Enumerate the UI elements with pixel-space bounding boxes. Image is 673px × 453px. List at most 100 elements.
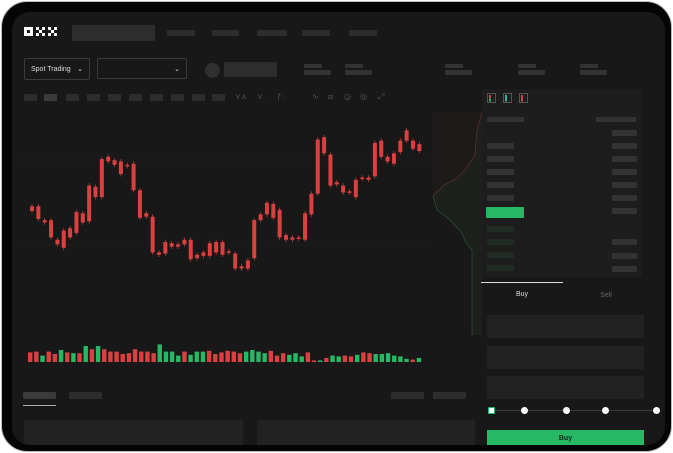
candle [207,243,212,256]
ask-price [487,182,514,188]
ask-amount [612,208,637,214]
nav-item[interactable] [349,30,377,36]
ask-amount [612,143,637,149]
volume-bar [139,351,144,362]
nav-item[interactable] [257,30,287,36]
candle [131,163,136,191]
candle [315,139,320,194]
volume-bar [151,353,156,362]
interval-button[interactable] [87,94,100,101]
candle [233,253,238,269]
volume-bar [34,351,39,362]
interval-icon[interactable]: ⋎. [257,92,266,101]
tab-sell[interactable]: Sell [600,292,612,299]
volume-bar [336,356,341,362]
candle [296,237,301,239]
market-select[interactable]: Spot Trading ⌄ [24,58,90,80]
indicator-icon[interactable]: ƒ◌ [277,92,287,101]
candle [176,244,181,247]
volume-bar [379,354,385,362]
candle [87,185,92,222]
nav-item[interactable] [212,30,239,36]
nav-item[interactable] [302,30,330,36]
candle [144,213,149,217]
interval-button[interactable] [212,94,225,101]
interval-button[interactable] [66,94,79,101]
amount-input[interactable] [487,346,644,369]
stat-value [518,70,545,75]
interval-button[interactable] [129,94,142,101]
interval-button[interactable] [108,94,121,101]
interval-button[interactable] [24,94,37,101]
camera-icon[interactable]: ◶ [344,92,351,101]
candle [30,206,34,211]
search-bar[interactable] [72,25,155,41]
volume-bar [213,354,218,362]
volume-bar [206,350,212,362]
volume-bar [102,349,107,362]
volume-bar [126,353,132,362]
volume-bar [52,354,58,362]
interval-button[interactable] [192,94,205,101]
ruler-icon[interactable]: ⧄ [328,92,334,101]
interval-button[interactable] [150,94,163,101]
bid-price [487,226,514,232]
order-book-asks-icon[interactable] [519,93,528,103]
candle [118,161,123,175]
tab-buy[interactable]: Buy [515,291,529,298]
settings-icon[interactable]: ◎ [360,92,367,101]
candle-type-icon[interactable]: ⋎⋏ [235,92,247,101]
stat-value [580,70,607,75]
slider-step-75[interactable] [602,407,609,414]
candle [417,144,422,152]
order-book-both-icon[interactable] [487,93,496,103]
stat-label [345,64,363,68]
candle [150,216,155,253]
bid-amount [612,253,637,259]
stat-value [304,70,331,75]
candle [80,213,85,223]
bottom-action[interactable] [433,392,466,399]
ask-price [487,195,514,201]
bottom-tab[interactable] [69,392,102,399]
candle [258,214,263,221]
amount-slider-handle[interactable] [488,407,495,414]
candle [106,156,111,162]
candle [322,137,327,154]
volume-bar [398,356,403,362]
volume-bar [404,358,409,362]
candle [245,260,250,269]
volume-bar [293,353,298,362]
volume-bar [71,353,76,362]
candle [201,252,206,256]
order-book-bids-icon[interactable] [503,93,512,103]
candle [214,242,219,253]
candle [99,159,104,198]
amount-slider-track[interactable] [492,410,658,411]
price-chart[interactable] [17,110,482,372]
volume-bar [305,352,311,362]
buy-button[interactable]: Buy [487,430,644,445]
bid-price [487,265,514,271]
buy-button-label: Buy [558,434,573,442]
slider-step-100[interactable] [653,407,660,414]
chevron-down-icon: ⌄ [174,65,180,73]
volume-bar [145,351,150,362]
total-input[interactable] [487,376,644,399]
pair-select[interactable]: ⌄ [97,58,187,79]
slider-step-25[interactable] [521,407,528,414]
draw-line-icon[interactable]: ∿ [312,92,319,101]
candle [137,190,142,218]
candle [112,160,117,165]
bid-price [487,252,514,258]
price-input[interactable] [487,315,644,338]
fullscreen-icon[interactable]: ⤢ [378,92,385,101]
bottom-action[interactable] [391,392,424,399]
interval-button[interactable] [171,94,184,101]
slider-step-50[interactable] [563,407,570,414]
bottom-tab-active[interactable] [23,392,56,399]
nav-item[interactable] [167,30,195,36]
volume-bar [355,354,360,362]
interval-button[interactable] [44,94,57,101]
